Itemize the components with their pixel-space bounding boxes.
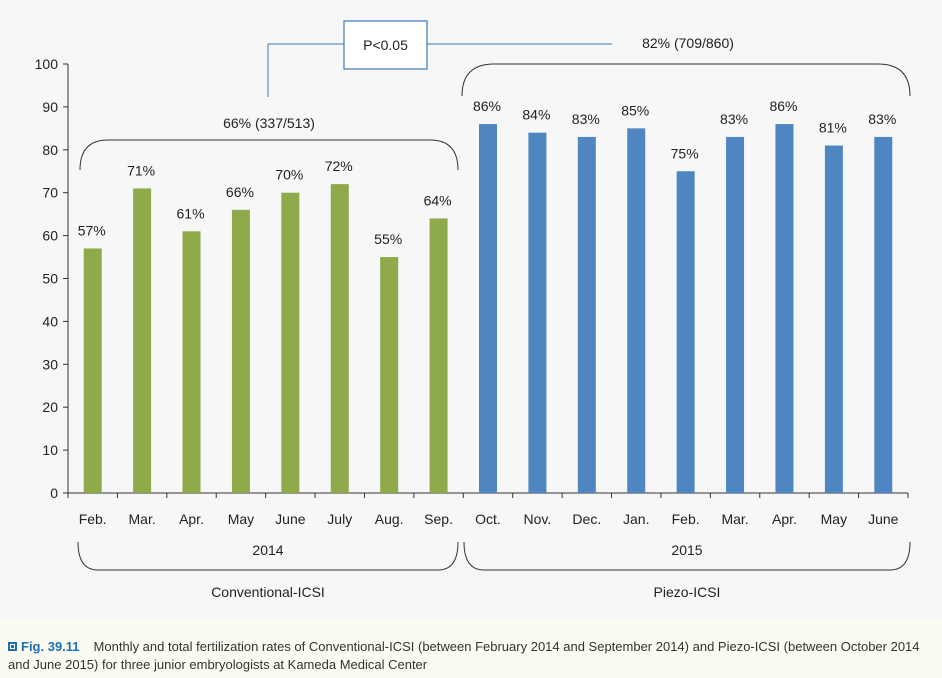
- data-label: 57%: [78, 222, 106, 238]
- x-tick-label: Sep.: [424, 511, 453, 527]
- data-label: 61%: [177, 205, 205, 221]
- bar: [775, 124, 794, 493]
- x-tick-label: Apr.: [772, 511, 797, 527]
- y-tick-label: 50: [42, 271, 58, 287]
- x-tick-label: May: [821, 511, 847, 527]
- data-label: 84%: [522, 107, 550, 123]
- total-label: 66% (337/513): [223, 115, 315, 131]
- year-bracket: [463, 541, 911, 571]
- data-label: 83%: [572, 111, 600, 127]
- y-tick-label: 100: [35, 56, 59, 72]
- total-bracket: [79, 139, 459, 171]
- bar: [231, 209, 250, 494]
- y-tick-label: 90: [42, 99, 58, 115]
- data-label: 75%: [671, 145, 699, 161]
- x-tick-label: Aug.: [375, 511, 404, 527]
- x-tick-label: Oct.: [475, 511, 501, 527]
- year-bracket: [77, 541, 459, 571]
- x-tick-label: June: [275, 511, 306, 527]
- y-tick-label: 30: [42, 356, 58, 372]
- data-label: 64%: [424, 192, 452, 208]
- caption-text: Monthly and total fertilization rates of…: [8, 639, 920, 672]
- x-tick-label: Feb.: [672, 511, 700, 527]
- x-tick-label: July: [327, 511, 352, 527]
- bar: [824, 145, 843, 493]
- year-label: 2014: [252, 542, 283, 558]
- x-tick-label: June: [868, 511, 899, 527]
- y-tick-label: 80: [42, 142, 58, 158]
- x-tick-label: Nov.: [524, 511, 552, 527]
- method-label: Conventional-ICSI: [211, 584, 325, 600]
- y-tick-label: 40: [42, 313, 58, 329]
- chart-area: 0 10 20 30 40 50 60 70 80 90 100 57% Feb. 71% Mar. 61% A…: [34, 20, 911, 600]
- bar: [479, 124, 497, 493]
- bar: [577, 136, 596, 493]
- bar: [627, 128, 646, 493]
- significance-label: P<0.05: [363, 37, 408, 53]
- data-label: 86%: [769, 98, 797, 114]
- bar: [330, 184, 349, 493]
- x-tick-label: Feb.: [79, 511, 107, 527]
- bar: [528, 132, 547, 493]
- x-tick-label: Dec.: [572, 511, 601, 527]
- bar: [874, 136, 893, 493]
- bar: [133, 188, 152, 493]
- data-label: 66%: [226, 184, 254, 200]
- data-label: 70%: [275, 167, 303, 183]
- bar: [676, 171, 695, 493]
- data-label: 83%: [868, 111, 896, 127]
- significance-box: [343, 20, 428, 70]
- data-label: 85%: [621, 102, 649, 118]
- bar: [83, 248, 102, 493]
- y-tick-label: 0: [50, 485, 58, 501]
- data-label: 71%: [127, 162, 155, 178]
- bar-chart: 0 10 20 30 40 50 60 70 80 90 100 57% Feb. 71% Mar. 61% A…: [35, 20, 911, 600]
- data-label: 86%: [473, 98, 501, 114]
- y-tick-label: 60: [42, 228, 58, 244]
- x-tick-label: Jan.: [623, 511, 649, 527]
- method-label: Piezo-ICSI: [654, 584, 721, 600]
- y-tick-label: 70: [42, 185, 58, 201]
- data-label: 72%: [325, 158, 353, 174]
- bar: [380, 257, 399, 493]
- total-label: 82% (709/860): [642, 35, 734, 51]
- total-bracket: [461, 63, 911, 97]
- bar: [429, 218, 448, 493]
- x-tick-label: Apr.: [179, 511, 204, 527]
- caption-label: Fig. 39.11: [21, 639, 80, 654]
- bar: [281, 192, 300, 493]
- x-tick-label: May: [228, 511, 254, 527]
- data-label: 81%: [819, 120, 847, 136]
- y-tick-label: 20: [42, 399, 58, 415]
- data-label: 55%: [374, 231, 402, 247]
- bar: [726, 136, 745, 493]
- figure-icon: [8, 642, 17, 651]
- x-tick-label: Mar.: [129, 511, 156, 527]
- year-label: 2015: [671, 542, 702, 558]
- bar: [182, 231, 201, 493]
- figure-caption: Fig. 39.11 Monthly and total fertilizatio…: [8, 638, 934, 674]
- y-tick-label: 10: [42, 442, 58, 458]
- x-tick-label: Mar.: [721, 511, 748, 527]
- data-label: 83%: [720, 111, 748, 127]
